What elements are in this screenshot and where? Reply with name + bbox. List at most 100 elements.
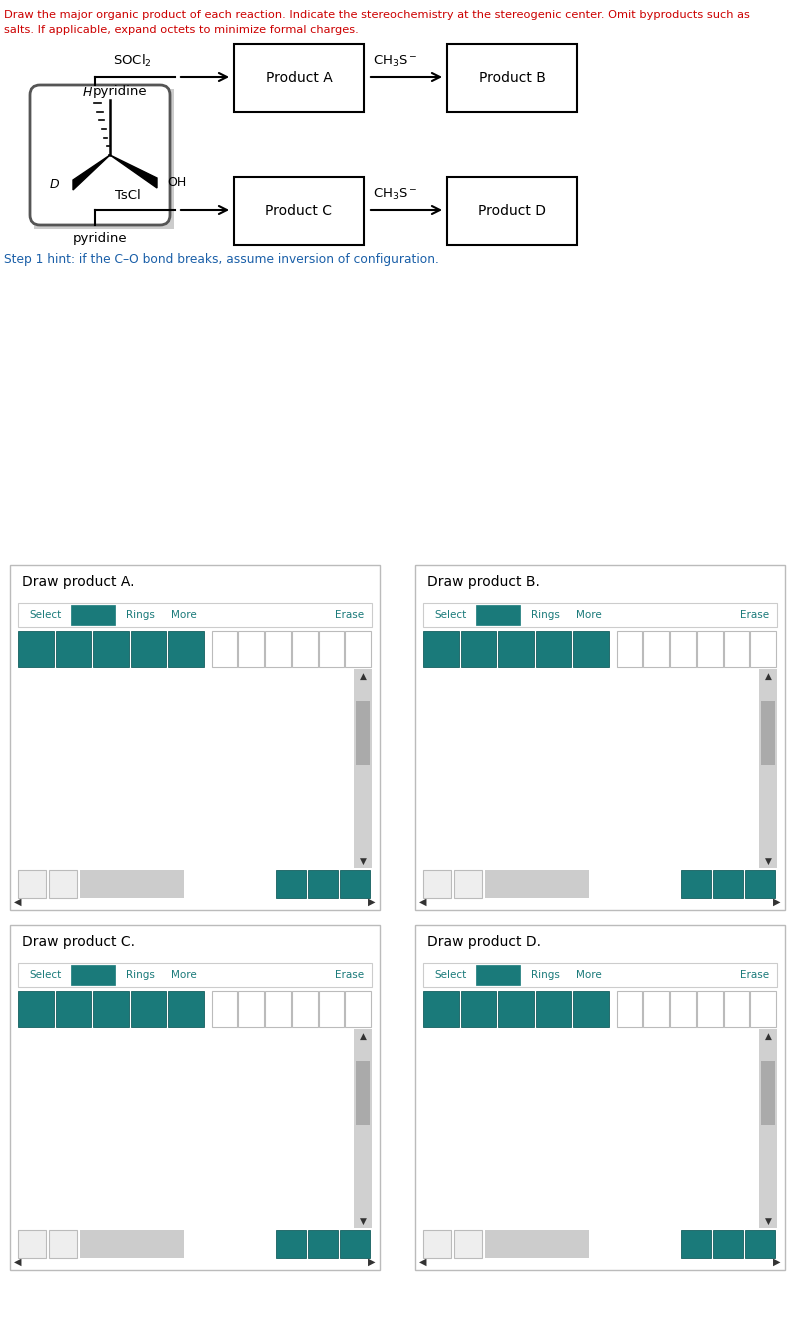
Text: /: / <box>439 1002 443 1016</box>
Bar <box>761 701 775 765</box>
Text: Product A: Product A <box>266 72 332 85</box>
Text: O: O <box>274 644 282 655</box>
Text: Draw: Draw <box>78 970 108 980</box>
Text: ///: /// <box>104 1003 118 1015</box>
Text: ▶: ▶ <box>144 1003 153 1015</box>
Text: ▲: ▲ <box>360 1031 366 1040</box>
Bar <box>265 631 291 666</box>
Bar <box>485 1230 589 1257</box>
Text: ◀: ◀ <box>14 1257 22 1267</box>
Text: C: C <box>221 644 228 655</box>
Bar <box>713 1230 743 1257</box>
Text: ◀: ◀ <box>14 897 22 908</box>
Bar <box>423 603 777 627</box>
Text: C: C <box>626 1004 634 1014</box>
Bar <box>745 1230 775 1257</box>
Polygon shape <box>73 155 110 189</box>
Bar <box>308 1230 338 1257</box>
Text: ▲: ▲ <box>360 672 366 681</box>
Bar <box>724 631 750 666</box>
Text: /: / <box>33 643 38 656</box>
Text: //: // <box>69 1003 77 1015</box>
Text: Erase: Erase <box>740 610 769 620</box>
Bar <box>276 1230 306 1257</box>
Text: ⊕: ⊕ <box>690 1238 701 1251</box>
Text: Erase: Erase <box>335 610 365 620</box>
Text: salts. If applicable, expand octets to minimize formal charges.: salts. If applicable, expand octets to m… <box>4 25 359 34</box>
Bar <box>346 991 371 1027</box>
Bar <box>536 991 571 1027</box>
Bar <box>71 965 115 984</box>
Text: Rings: Rings <box>125 970 155 980</box>
Text: C: C <box>626 644 634 655</box>
Bar <box>55 991 91 1027</box>
Bar <box>759 1030 777 1228</box>
Bar <box>55 631 91 666</box>
Polygon shape <box>110 155 157 188</box>
Bar <box>234 178 364 245</box>
Bar <box>697 991 723 1027</box>
Text: ▼: ▼ <box>765 856 772 865</box>
Text: Draw: Draw <box>483 610 514 620</box>
Bar <box>617 991 642 1027</box>
Bar <box>423 963 777 987</box>
Bar <box>354 669 372 868</box>
Text: pyridine: pyridine <box>92 85 148 98</box>
FancyBboxPatch shape <box>30 85 170 225</box>
Bar <box>93 631 129 666</box>
Text: O: O <box>679 1004 687 1014</box>
Bar <box>423 991 458 1027</box>
Text: TsCl: TsCl <box>115 189 141 201</box>
Bar <box>573 991 608 1027</box>
Text: ✏: ✏ <box>585 643 596 656</box>
Bar <box>745 871 775 898</box>
Text: ▶: ▶ <box>548 643 558 656</box>
Text: S: S <box>733 1004 740 1014</box>
Text: ↶: ↶ <box>432 1238 443 1251</box>
Bar <box>454 1230 482 1257</box>
Bar <box>234 44 364 113</box>
Text: More: More <box>576 970 602 980</box>
Bar <box>356 1061 370 1125</box>
Bar <box>750 991 776 1027</box>
Bar <box>71 606 115 625</box>
Bar <box>18 631 54 666</box>
Bar <box>276 871 306 898</box>
Text: Rings: Rings <box>530 970 559 980</box>
Text: ▲: ▲ <box>765 1031 772 1040</box>
Bar <box>80 871 184 898</box>
Text: ⊕: ⊕ <box>286 1238 296 1251</box>
Text: //: // <box>474 1003 483 1015</box>
Bar <box>49 1230 77 1257</box>
Bar <box>498 991 533 1027</box>
Bar <box>238 631 264 666</box>
Bar <box>423 631 458 666</box>
Text: ⊕: ⊕ <box>286 877 296 890</box>
Text: Cl: Cl <box>353 1004 364 1014</box>
Text: ↷: ↷ <box>463 877 473 890</box>
Text: Select: Select <box>435 970 467 980</box>
Bar <box>447 178 577 245</box>
Bar <box>423 1230 451 1257</box>
Text: ///: /// <box>510 1003 522 1015</box>
Bar <box>617 631 642 666</box>
Bar <box>18 991 54 1027</box>
Text: CH$_3$S$^-$: CH$_3$S$^-$ <box>372 187 417 201</box>
Text: //: // <box>474 643 483 656</box>
Bar <box>759 669 777 868</box>
Text: OH: OH <box>167 176 186 189</box>
Bar <box>750 631 776 666</box>
Text: O: O <box>274 1004 282 1014</box>
Text: Product B: Product B <box>479 72 545 85</box>
Bar <box>643 631 669 666</box>
Bar <box>573 631 608 666</box>
Bar <box>211 991 237 1027</box>
Text: ⊕: ⊕ <box>690 877 701 890</box>
Text: ⊖: ⊖ <box>350 1238 361 1251</box>
Text: More: More <box>171 970 197 980</box>
Text: D: D <box>705 644 714 655</box>
Text: Draw: Draw <box>78 610 108 620</box>
Text: D: D <box>301 644 309 655</box>
Bar <box>356 701 370 765</box>
Text: Cl: Cl <box>757 1004 768 1014</box>
